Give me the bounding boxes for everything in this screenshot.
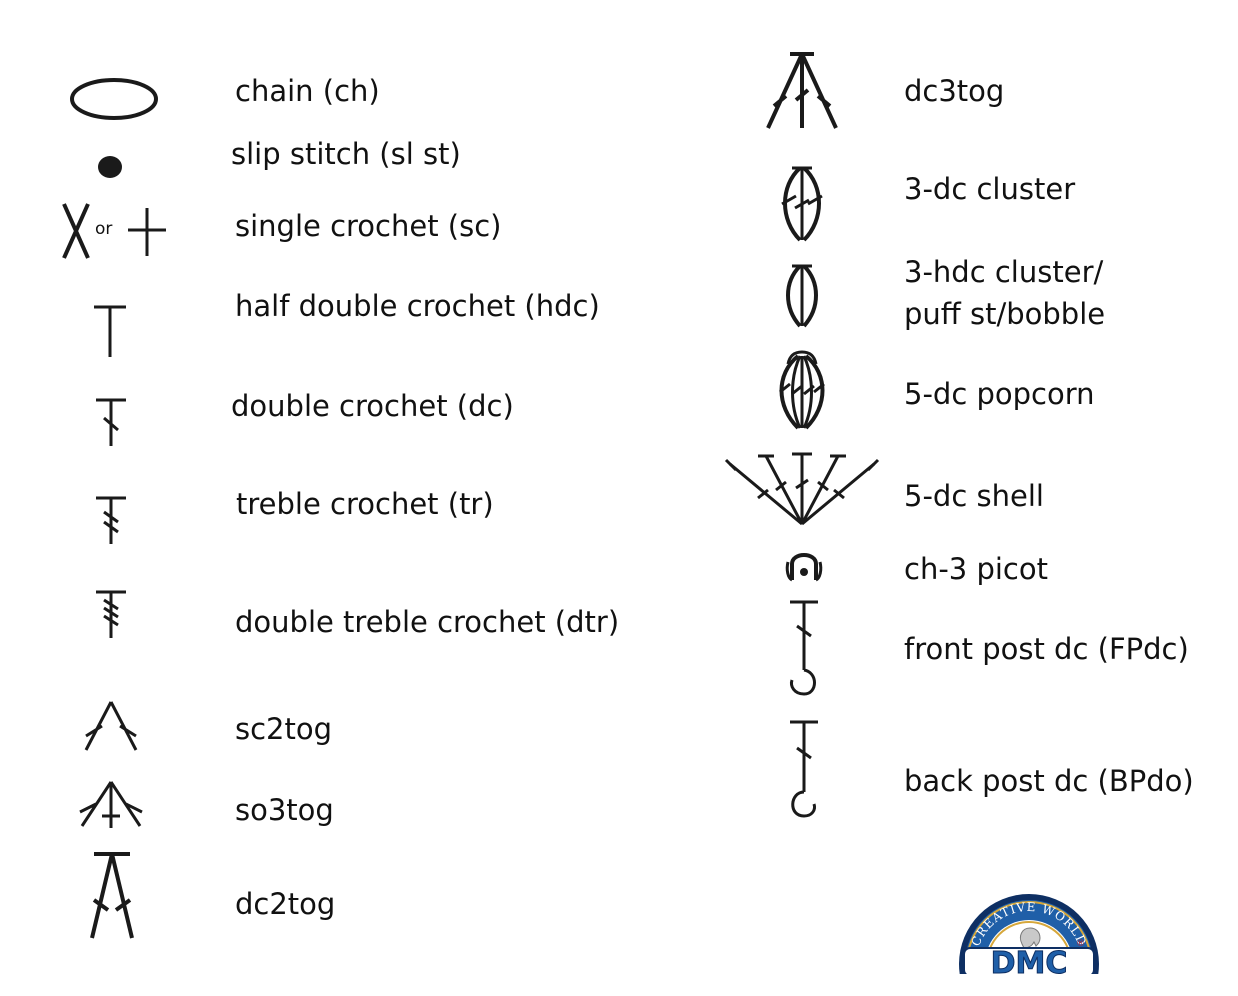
- back-post-hook-icon: [784, 718, 824, 820]
- sc3tog-icon: [76, 776, 146, 832]
- logo-registered-mark: ®: [1076, 939, 1085, 949]
- popcorn-icon: [770, 348, 834, 432]
- label-3hdc-cluster-line2: puff st/bobble: [904, 297, 1106, 331]
- label-half-double-crochet: half double crochet (hdc): [235, 289, 600, 323]
- logo-brand-text: DMC: [991, 946, 1068, 976]
- dmc-logo: CREATIVE WORLD DMC ®: [959, 894, 1099, 976]
- label-single-crochet: single crochet (sc): [235, 209, 502, 243]
- sc2tog-icon: [80, 698, 142, 754]
- label-popcorn: 5-dc popcorn: [904, 377, 1095, 411]
- label-3hdc-cluster-line1: 3-hdc cluster/: [904, 255, 1104, 289]
- label-back-post-dc: back post dc (BPdo): [904, 764, 1194, 798]
- slip-stitch-dot-icon: [98, 156, 122, 178]
- label-slip-stitch: slip stitch (sl st): [231, 137, 461, 171]
- label-dc2tog: dc2tog: [235, 887, 336, 921]
- picot-icon: [784, 548, 824, 584]
- or-text: or: [95, 219, 113, 239]
- label-sc3tog: so3tog: [235, 793, 334, 827]
- horse-emblem-icon: [1019, 927, 1041, 949]
- dc3tog-icon: [762, 50, 842, 132]
- label-shell: 5-dc shell: [904, 479, 1044, 513]
- dtr-three-slash-icon: [92, 588, 130, 640]
- single-crochet-x-icon: [56, 200, 96, 262]
- hdc-t-icon: [90, 303, 130, 359]
- label-sc2tog: sc2tog: [235, 712, 333, 746]
- label-treble-crochet: treble crochet (tr): [236, 487, 494, 521]
- shell-fan-icon: [724, 448, 880, 528]
- label-double-treble-crochet: double treble crochet (dtr): [235, 605, 620, 639]
- label-double-crochet: double crochet (dc): [231, 389, 514, 423]
- 3dc-cluster-icon: [776, 164, 828, 244]
- front-post-hook-icon: [784, 598, 824, 698]
- single-crochet-plus-icon: [126, 206, 168, 258]
- label-front-post-dc: front post dc (FPdc): [904, 632, 1189, 666]
- dc2tog-icon: [84, 850, 140, 942]
- dc-one-slash-icon: [92, 396, 130, 448]
- label-3dc-cluster: 3-dc cluster: [904, 172, 1076, 206]
- label-chain: chain (ch): [235, 74, 380, 108]
- label-picot: ch-3 picot: [904, 552, 1048, 586]
- tr-two-slash-icon: [92, 494, 130, 546]
- chain-oval-icon: [68, 75, 160, 123]
- label-dc3tog: dc3tog: [904, 74, 1005, 108]
- 3hdc-cluster-icon: [782, 262, 822, 330]
